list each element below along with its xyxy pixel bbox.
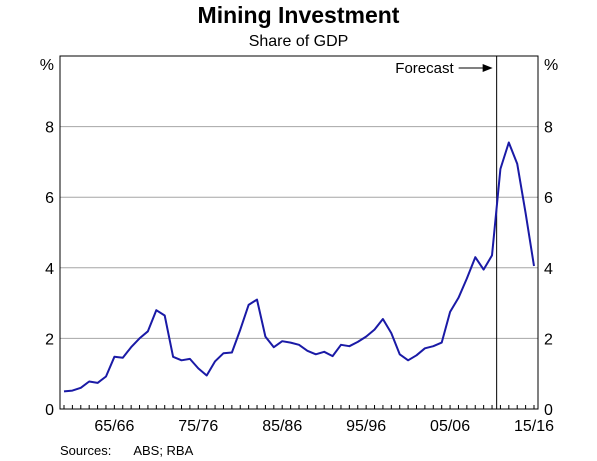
- forecast-label: Forecast: [395, 60, 454, 77]
- x-tick-label-75-76: 75/76: [178, 418, 218, 435]
- plot-frame: [59, 55, 539, 410]
- y-tick-left-6: 6: [45, 190, 54, 207]
- forecast-arrow-head: [482, 64, 493, 72]
- y-unit-right: %: [544, 57, 558, 74]
- series-line-mining-investment: [63, 141, 535, 393]
- chart-subtitle: Share of GDP: [248, 33, 349, 50]
- x-tick-label-95-96: 95/96: [346, 418, 386, 435]
- y-tick-right-2: 2: [544, 331, 553, 348]
- sources-note: Sources: ABS; RBA: [60, 443, 193, 458]
- sources-label: Sources:: [60, 443, 112, 458]
- y-tick-right-4: 4: [544, 261, 553, 278]
- y-tick-left-8: 8: [45, 120, 54, 137]
- y-tick-left-0: 0: [45, 402, 54, 419]
- y-tick-left-2: 2: [45, 331, 54, 348]
- chart-title: Mining Investment: [197, 2, 400, 28]
- x-tick-label-05-06: 05/06: [430, 418, 470, 435]
- x-tick-label-85-86: 85/86: [262, 418, 302, 435]
- y-tick-right-6: 6: [544, 190, 553, 207]
- y-tick-right-8: 8: [544, 120, 553, 137]
- y-unit-left: %: [40, 57, 54, 74]
- x-tick-label-65-66: 65/66: [94, 418, 134, 435]
- y-tick-right-0: 0: [544, 402, 553, 419]
- sources-value: ABS; RBA: [133, 443, 194, 458]
- x-tick-label-15-16: 15/16: [514, 418, 554, 435]
- y-tick-left-4: 4: [45, 261, 54, 278]
